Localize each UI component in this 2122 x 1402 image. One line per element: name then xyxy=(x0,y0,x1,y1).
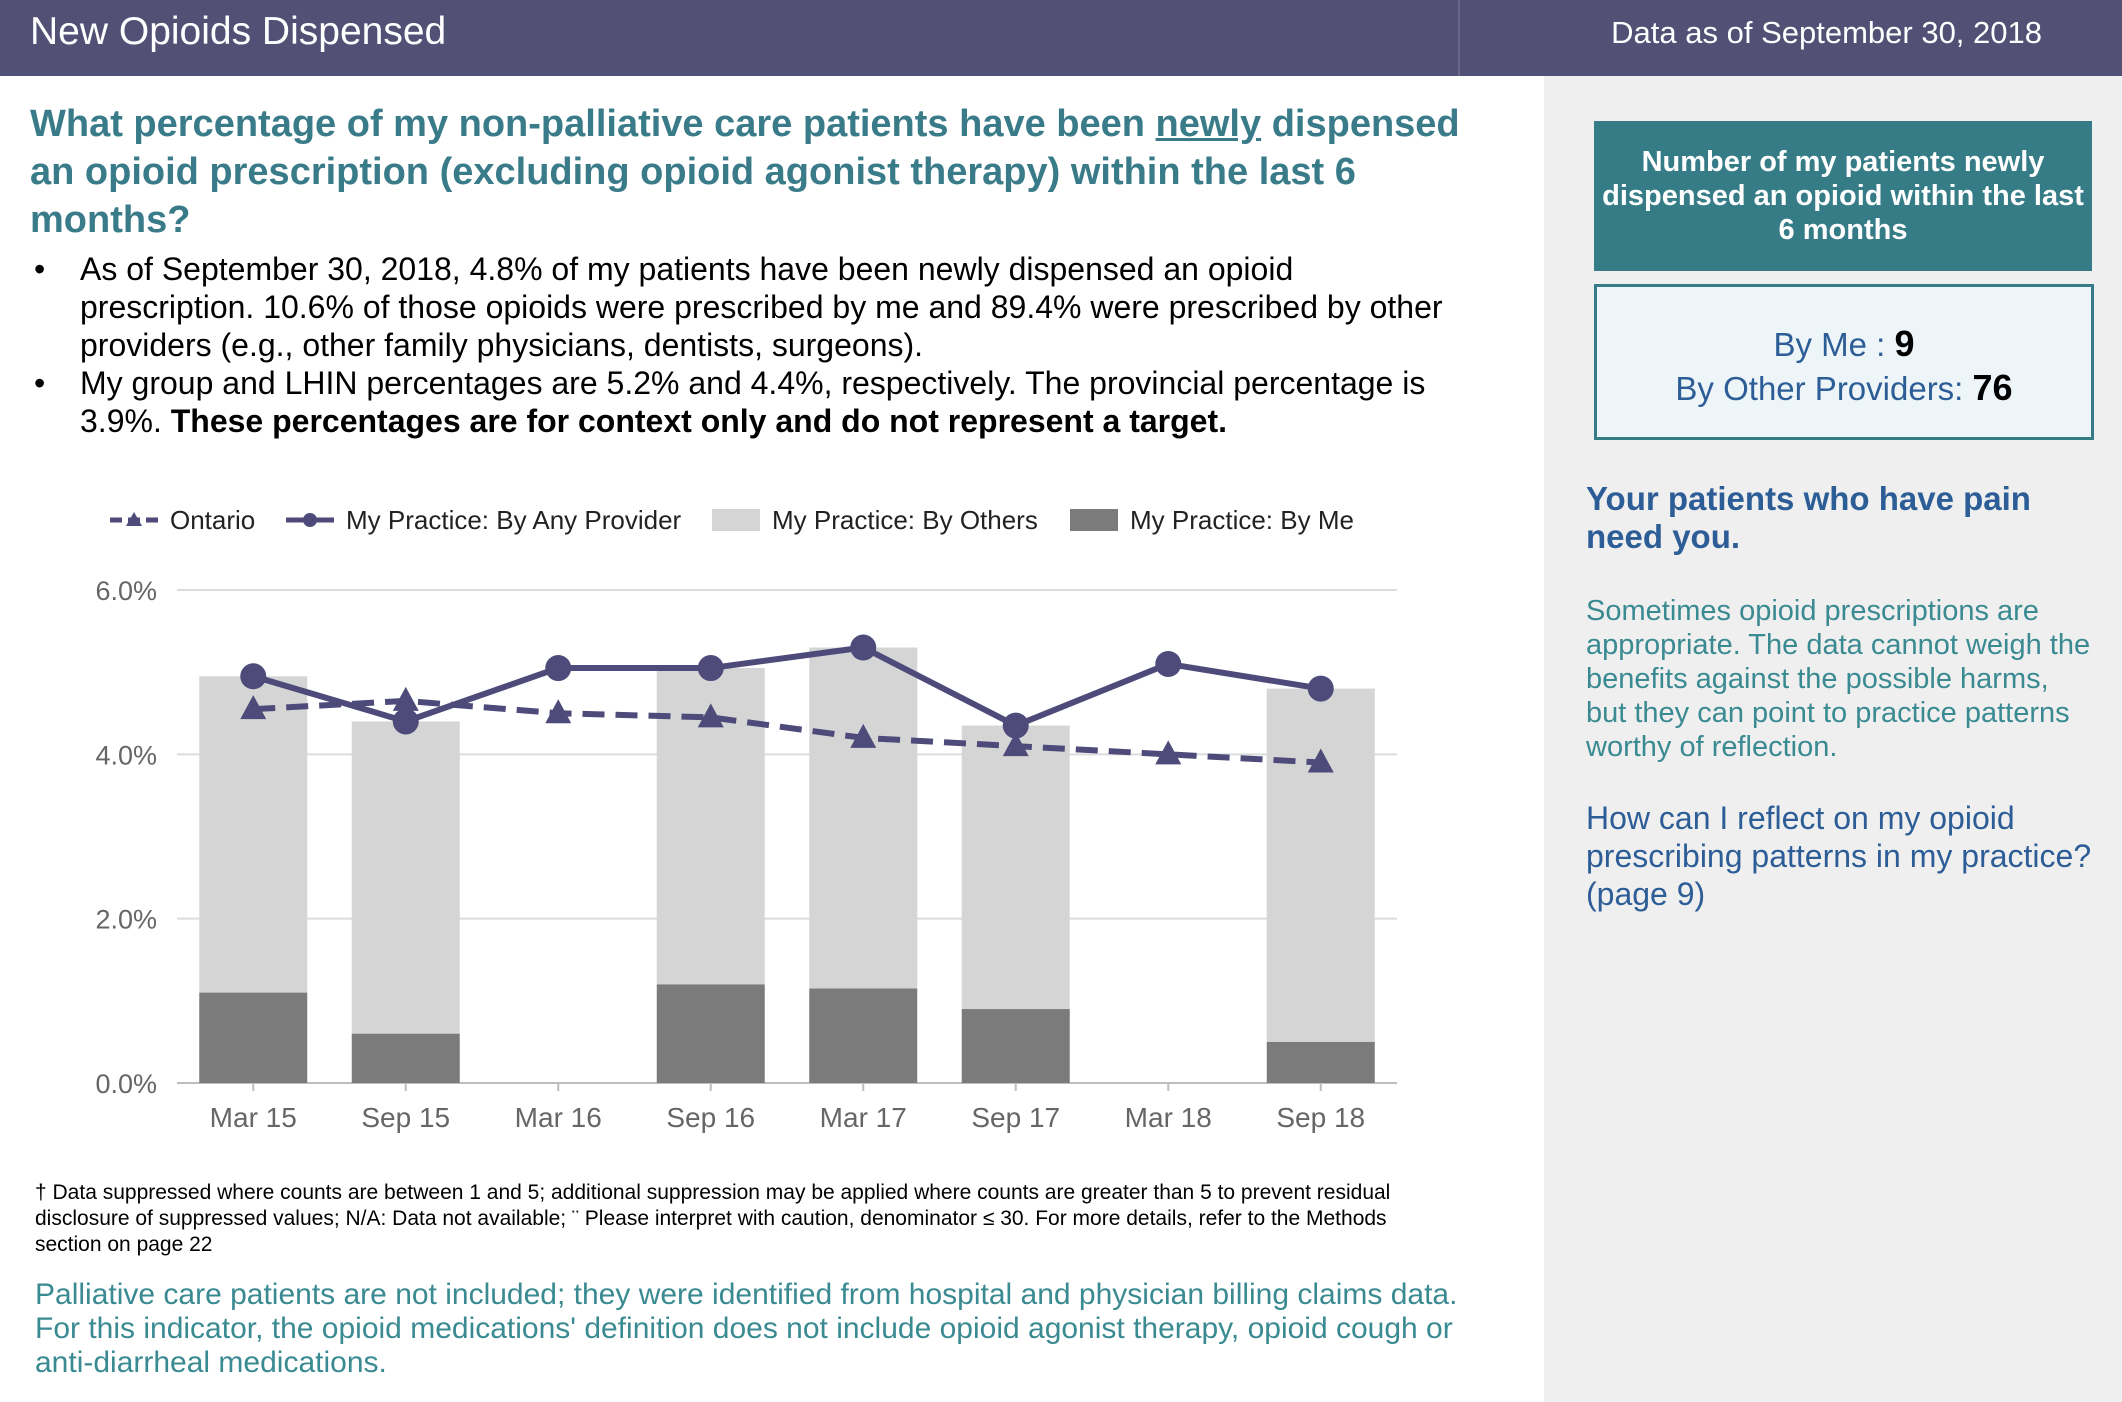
line-circle-icon xyxy=(286,513,334,527)
question-part2: dispensed an opioid prescription (exclud… xyxy=(30,103,1460,241)
palliative-note: Palliative care patients are not include… xyxy=(35,1278,1458,1379)
bar-by-me xyxy=(1266,1041,1375,1083)
ontario-point xyxy=(1307,748,1334,773)
any-provider-line xyxy=(252,644,1322,729)
legend-item-ontario: Ontario xyxy=(110,500,255,540)
pain-heading: Your patients who have pain need you. xyxy=(1586,480,2031,555)
bullet-text: My group and LHIN percentages are 5.2% a… xyxy=(80,365,1426,439)
bullet-bold-text: These percentages are for context only a… xyxy=(170,403,1227,439)
x-tick-label: Sep 17 xyxy=(971,1102,1060,1133)
light-swatch-icon xyxy=(712,509,760,531)
summary-bullets: • As of September 30, 2018, 4.8% of my p… xyxy=(30,250,1450,440)
any-provider-point xyxy=(545,655,572,682)
by-me-row: By Me : 9 xyxy=(1597,323,2091,365)
by-others-row: By Other Providers: 76 xyxy=(1597,367,2091,409)
by-me-label: By Me : xyxy=(1773,326,1895,363)
x-tick-label: Mar 15 xyxy=(210,1102,297,1133)
by-others-value: 76 xyxy=(1972,367,2013,408)
any-provider-point xyxy=(392,708,419,735)
ontario-point xyxy=(1002,732,1029,757)
x-tick-label: Mar 18 xyxy=(1125,1102,1212,1133)
legend-item-any-provider: My Practice: By Any Provider xyxy=(286,500,681,540)
x-tick-label: Sep 16 xyxy=(666,1102,755,1133)
x-tick-label: Mar 17 xyxy=(820,1102,907,1133)
bar-by-me xyxy=(809,988,918,1083)
bar-by-others xyxy=(961,725,1070,1010)
page-title: New Opioids Dispensed xyxy=(30,10,447,53)
indicator-question: What percentage of my non-palliative car… xyxy=(30,100,1470,244)
any-provider-point xyxy=(697,655,724,682)
legend-label: Ontario xyxy=(170,504,256,535)
y-tick-label: 6.0% xyxy=(95,576,157,606)
dark-swatch-icon xyxy=(1070,509,1118,531)
any-provider-point xyxy=(1002,712,1029,739)
dashed-triangle-icon xyxy=(110,512,158,526)
ontario-point xyxy=(1155,740,1182,765)
x-tick-label: Sep 15 xyxy=(361,1102,450,1133)
bar-by-me xyxy=(351,1033,460,1083)
header-divider xyxy=(1458,0,1460,76)
by-me-value: 9 xyxy=(1894,323,1915,364)
opioid-chart: 0.0% 2.0% 4.0% 6.0% Mar 15 Sep 15 Mar 16 Sep 16… xyxy=(95,576,1397,1133)
footnote: † Data suppressed where counts are betwe… xyxy=(35,1181,1391,1256)
ontario-point xyxy=(240,695,267,720)
bar-by-me xyxy=(199,992,308,1083)
question-underlined: newly xyxy=(1155,103,1262,145)
patient-count-heading: Number of my patients newly dispensed an… xyxy=(1594,121,2092,271)
legend-item-by-others: My Practice: By Others xyxy=(712,500,1038,540)
question-part1: What percentage of my non-palliative car… xyxy=(30,103,1156,145)
bar-by-others xyxy=(809,647,918,989)
any-provider-point xyxy=(1155,650,1182,677)
reflect-link[interactable]: How can I reflect on my opioid prescribi… xyxy=(1586,800,2092,912)
context-text: Sometimes opioid prescriptions are appro… xyxy=(1586,595,2091,763)
x-tick-label: Mar 16 xyxy=(515,1102,602,1133)
bullet-text: As of September 30, 2018, 4.8% of my pat… xyxy=(80,251,1443,363)
ontario-point xyxy=(850,723,877,748)
by-others-label: By Other Providers: xyxy=(1675,370,1973,407)
legend-label: My Practice: By Any Provider xyxy=(346,504,682,535)
chart-legend: Ontario My Practice: By Any Provider My … xyxy=(110,500,1410,540)
ontario-line xyxy=(253,697,1321,766)
any-provider-point xyxy=(240,663,267,690)
y-tick-label: 2.0% xyxy=(95,905,157,935)
ontario-point xyxy=(697,703,724,728)
bar-by-others xyxy=(1266,688,1375,1042)
legend-item-by-me: My Practice: By Me xyxy=(1070,500,1354,540)
any-provider-point xyxy=(1307,675,1334,702)
bar-by-others xyxy=(199,676,308,993)
header-bar: New Opioids Dispensed Data as of Septemb… xyxy=(0,0,2122,76)
bullet-item: • My group and LHIN percentages are 5.2%… xyxy=(30,364,1450,440)
legend-label: My Practice: By Me xyxy=(1130,504,1354,535)
bullet-dot: • xyxy=(34,365,46,401)
legend-label: My Practice: By Others xyxy=(772,504,1038,535)
x-tick-label: Sep 18 xyxy=(1276,1102,1365,1133)
y-tick-label: 0.0% xyxy=(95,1069,157,1099)
ontario-point xyxy=(392,686,419,711)
ontario-point xyxy=(545,699,572,724)
bullet-dot: • xyxy=(34,251,46,287)
data-as-of: Data as of September 30, 2018 xyxy=(1611,15,2042,50)
patient-count-box: By Me : 9 By Other Providers: 76 xyxy=(1594,284,2094,440)
bar-by-me xyxy=(961,1009,1070,1083)
bar-by-me xyxy=(656,984,765,1083)
y-tick-label: 4.0% xyxy=(95,740,157,770)
any-provider-point xyxy=(850,634,877,661)
bar-by-others xyxy=(351,721,460,1034)
count-heading-text: Number of my patients newly dispensed an… xyxy=(1602,146,2084,246)
bullet-item: • As of September 30, 2018, 4.8% of my p… xyxy=(30,250,1450,364)
